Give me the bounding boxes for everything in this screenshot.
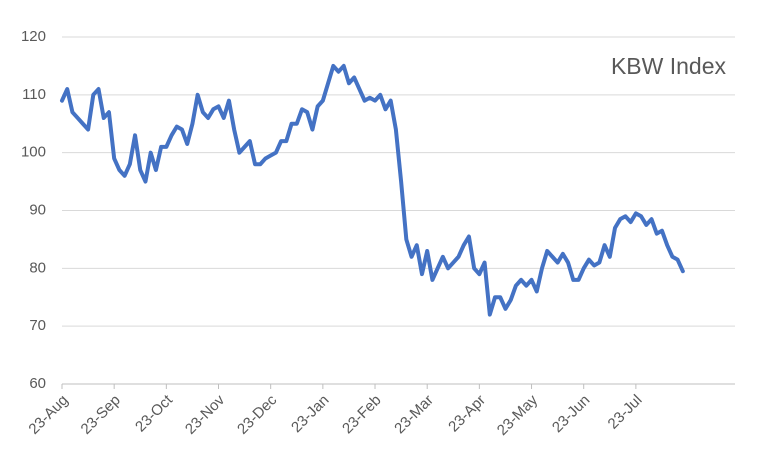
x-tick-label: 23-Jul xyxy=(605,392,646,433)
y-tick-label: 70 xyxy=(29,317,46,334)
data-line xyxy=(60,63,685,317)
x-tick-label: 23-Oct xyxy=(132,391,176,435)
x-tick-label: 23-Aug xyxy=(25,392,71,438)
x-tick-label: 23-Jan xyxy=(288,392,332,436)
chart-title: KBW Index xyxy=(611,53,727,79)
x-tick-label: 23-May xyxy=(494,391,542,439)
x-tick-label: 23-Dec xyxy=(234,391,281,438)
y-tick-label: 80 xyxy=(29,259,46,276)
y-tick-label: 90 xyxy=(29,201,46,218)
x-tick-label: 23-Jun xyxy=(549,392,593,436)
y-tick-label: 110 xyxy=(22,86,46,103)
x-tick-label: 23-Nov xyxy=(182,391,229,438)
y-tick-label: 120 xyxy=(21,28,46,45)
x-tick-label: 23-Sep xyxy=(78,392,124,438)
y-tick-label: 60 xyxy=(29,375,46,392)
y-tick-label: 100 xyxy=(21,144,46,161)
x-tick-label: 23-Apr xyxy=(445,392,489,436)
x-tick-label: 23-Mar xyxy=(391,392,437,438)
x-tick-label: 23-Feb xyxy=(339,392,385,438)
